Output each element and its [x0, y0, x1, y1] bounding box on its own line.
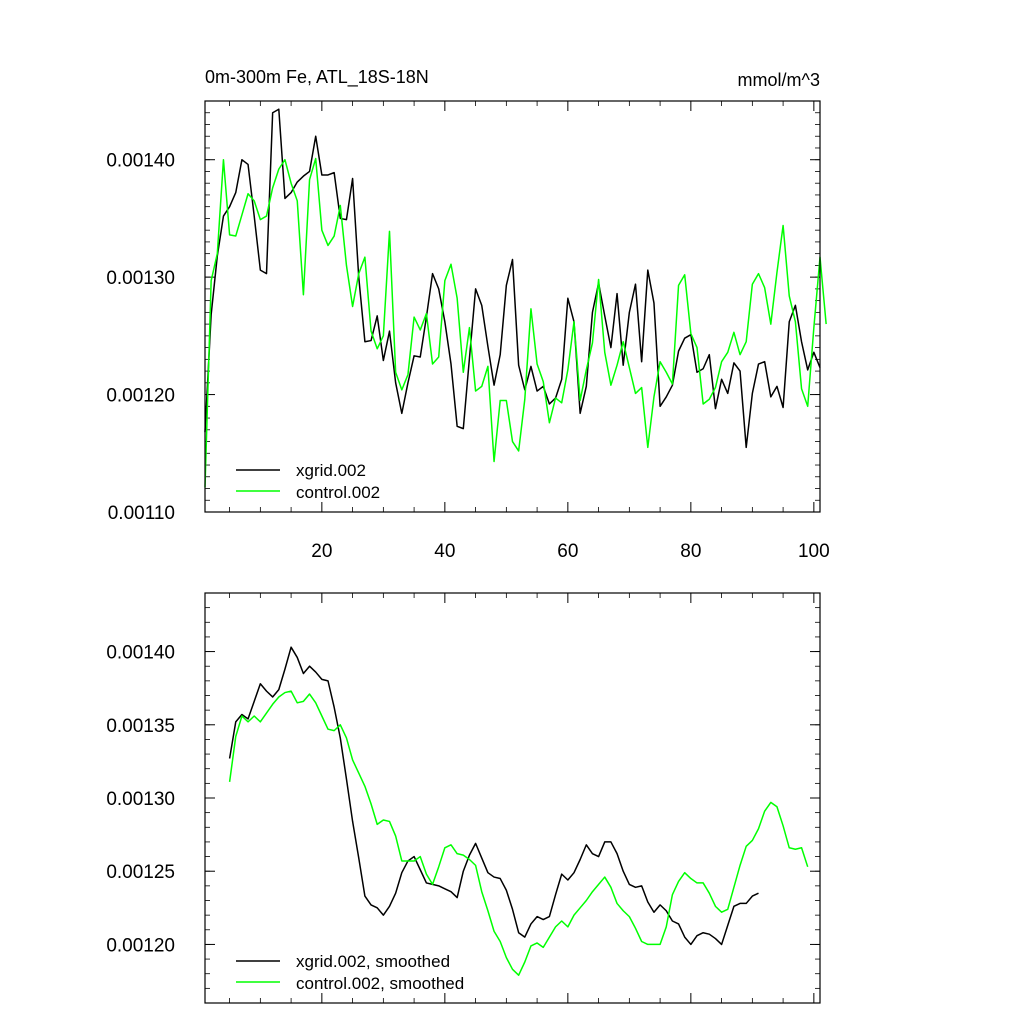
top-chart-units: mmol/m^3 [738, 70, 820, 90]
top-series-lines [204, 108, 827, 488]
legend-label-xgrid-smoothed: xgrid.002, smoothed [296, 952, 450, 971]
top-chart-title: 0m-300m Fe, ATL_18S-18N [205, 67, 429, 88]
x-tick-label: 100 [798, 541, 830, 562]
y-tick-label: 0.00135 [106, 716, 175, 737]
bottom-y-axis: 0.00120 0.00125 0.00130 0.00135 0.00140 [106, 643, 820, 956]
y-tick-label: 0.00110 [108, 503, 175, 524]
legend-label-control: control.002 [296, 483, 380, 502]
series-line-xgrid [204, 108, 821, 449]
bottom-legend: xgrid.002, smoothed control.002, smoothe… [236, 952, 464, 993]
top-plot-frame [204, 100, 821, 513]
y-tick-label: 0.00120 [106, 935, 175, 956]
top-y-axis: 0.00110 0.00120 0.00130 0.00140 [106, 151, 820, 524]
y-tick-label: 0.00140 [106, 151, 175, 172]
bottom-series-lines [228, 646, 809, 976]
x-tick-label: 80 [680, 541, 701, 562]
bottom-panel: 0.00120 0.00125 0.00130 0.00135 0.00140 xgri… [106, 592, 821, 1004]
y-tick-label: 0.00130 [106, 789, 175, 810]
y-tick-label: 0.00130 [106, 268, 175, 289]
top-panel: 0m-300m Fe, ATL_18S-18N mmol/m^3 0.00110… [106, 67, 829, 562]
top-minor-ticks [205, 100, 820, 513]
x-tick-label: 40 [434, 541, 455, 562]
x-tick-label: 20 [311, 541, 332, 562]
series-line-control [204, 157, 827, 488]
x-tick-label: 60 [557, 541, 578, 562]
series-line-xgrid [228, 646, 759, 946]
bottom-minor-ticks [205, 592, 820, 1004]
legend-label-control-smoothed: control.002, smoothed [296, 974, 464, 993]
y-tick-label: 0.00125 [106, 862, 175, 883]
series-line-control [228, 690, 809, 976]
bottom-plot-frame [204, 592, 821, 1004]
top-x-axis: 20 40 60 80 100 [311, 541, 829, 562]
y-tick-label: 0.00120 [106, 386, 175, 407]
top-legend: xgrid.002 control.002 [236, 461, 380, 502]
legend-label-xgrid: xgrid.002 [296, 461, 366, 480]
y-tick-label: 0.00140 [106, 643, 175, 664]
